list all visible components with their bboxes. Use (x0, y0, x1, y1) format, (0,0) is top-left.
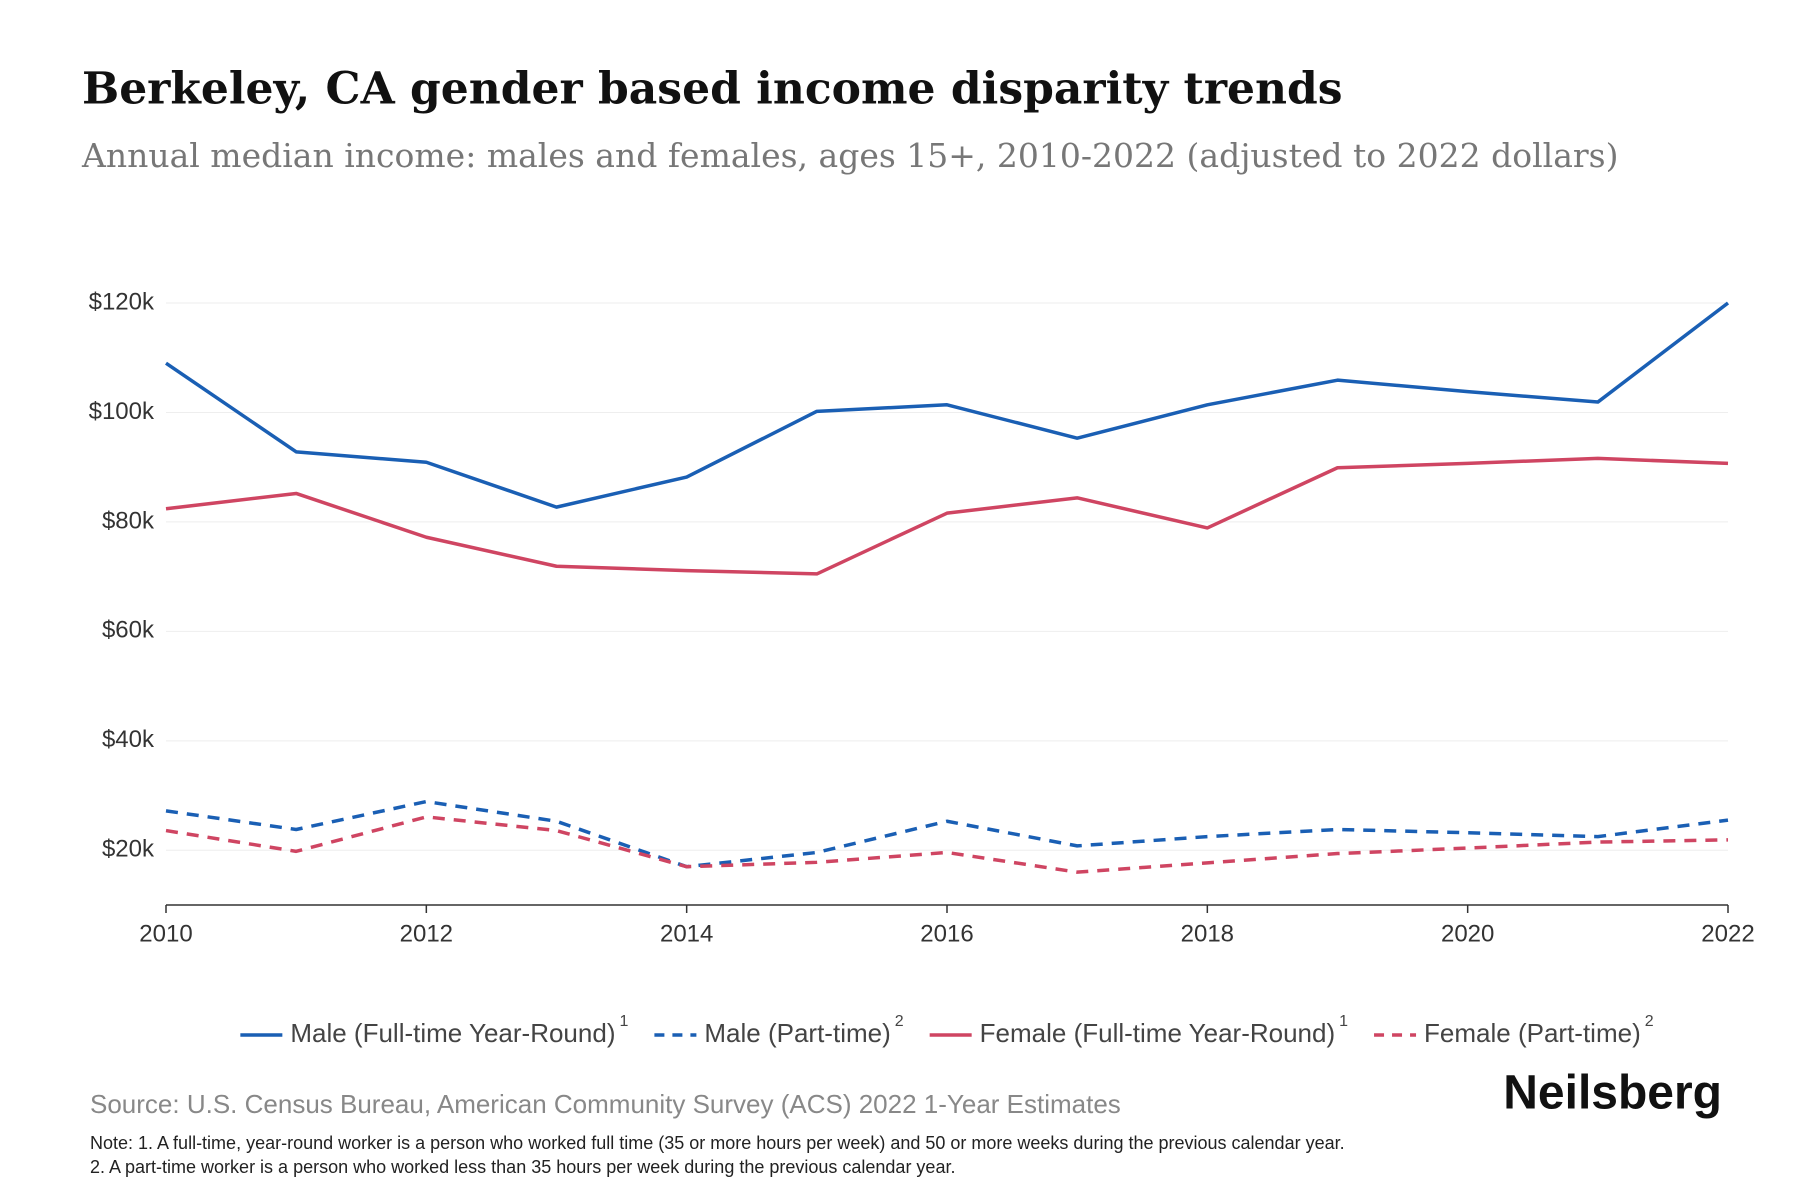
y-tick-label: $60k (102, 617, 155, 644)
y-tick-label: $40k (102, 726, 155, 753)
note: 2. A part-time worker is a person who wo… (90, 1157, 955, 1177)
legend-note: 2 (1645, 1013, 1654, 1030)
legend-label: Female (Full-time Year-Round) (980, 1018, 1335, 1048)
chart-title: Berkeley, CA gender based income dispari… (82, 64, 1343, 115)
line-series (165, 456, 1729, 576)
x-tick-label: 2022 (1701, 920, 1754, 947)
legend-label: Female (Part-time) (1424, 1018, 1641, 1048)
line-series (165, 815, 1729, 874)
source: Source: U.S. Census Bureau, American Com… (90, 1089, 1121, 1119)
legend-label: Male (Part-time) (704, 1018, 890, 1048)
y-tick-label: $120k (89, 288, 155, 315)
legend-note: 1 (619, 1013, 628, 1030)
brand-logo: Neilsberg (1503, 1067, 1722, 1120)
x-tick-label: 2020 (1441, 920, 1494, 947)
x-tick-label: 2014 (660, 920, 713, 947)
note: Note: 1. A full-time, year-round worker … (90, 1133, 1345, 1153)
x-tick-label: 2016 (920, 920, 973, 947)
line-series (165, 301, 1730, 509)
line-series (165, 799, 1729, 869)
y-tick-label: $20k (102, 836, 155, 863)
x-tick-label: 2010 (139, 920, 192, 947)
x-tick-label: 2012 (400, 920, 453, 947)
y-tick-label: $100k (89, 398, 155, 425)
legend-label: Male (Full-time Year-Round) (290, 1018, 615, 1048)
chart-subtitle: Annual median income: males and females,… (81, 136, 1618, 175)
y-tick-label: $80k (102, 507, 155, 534)
legend-note: 1 (1339, 1013, 1348, 1030)
legend-note: 2 (895, 1013, 904, 1030)
x-tick-label: 2018 (1181, 920, 1234, 947)
